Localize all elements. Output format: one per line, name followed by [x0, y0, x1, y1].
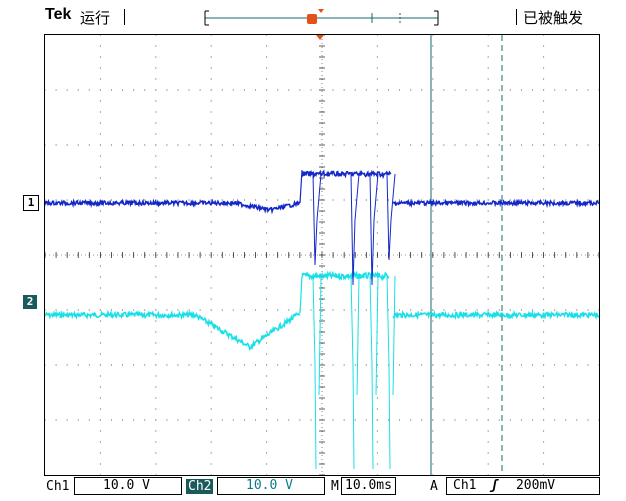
status-bar: Ch1 10.0 V Ch2 10.0 V M 10.0ms A Ch1 ʃ 2… — [0, 476, 626, 498]
ch2-spike-3 — [386, 275, 396, 470]
ch1-trace-high — [301, 169, 392, 180]
ch2-ground-marker[interactable]: 2 — [23, 295, 37, 309]
divider — [124, 9, 125, 25]
trigger-settings[interactable]: Ch1 ʃ 200mV — [446, 477, 600, 495]
ch1-scale[interactable]: 10.0 V — [74, 477, 182, 495]
trigger-arrow-icon — [316, 35, 324, 40]
trigger-source: Ch1 — [453, 478, 477, 493]
ch1-spike-1 — [350, 173, 360, 286]
record-overview[interactable] — [0, 0, 626, 34]
ch2-spike-2 — [369, 275, 379, 470]
ch2-spike-0 — [312, 275, 322, 470]
ch2-spike-1 — [350, 275, 360, 470]
ch2-scale[interactable]: 10.0 V — [217, 477, 325, 495]
top-bar: Tek 运行 已被触发 — [0, 0, 626, 34]
waveform-display — [44, 34, 600, 476]
time-prefix: M — [331, 479, 339, 494]
ch2-edge — [299, 275, 303, 314]
ch2-trace-post — [392, 309, 599, 321]
waveform-canvas — [45, 35, 599, 475]
trigger-point-arrow-icon — [318, 9, 324, 13]
run-state: 运行 — [80, 9, 111, 27]
trigger-slope-icon: ʃ — [490, 478, 499, 493]
ch2-trace-high — [301, 270, 390, 282]
ch1-ground-marker[interactable]: 1 — [23, 195, 39, 211]
trigger-position-icon — [307, 14, 317, 24]
ch1-edge — [299, 169, 303, 204]
trigger-prefix: A — [430, 479, 438, 494]
ch1-spike-0 — [312, 173, 322, 266]
ch2-waveform — [45, 270, 599, 470]
ch1-trace-pre — [45, 198, 301, 215]
time-scale[interactable]: 10.0ms — [341, 477, 396, 495]
trigger-level: 200mV — [515, 478, 556, 493]
brand-logo: Tek — [45, 6, 72, 23]
ch1-spike-3 — [386, 173, 396, 261]
ch1-trace-post — [392, 198, 599, 209]
ch1-label[interactable]: Ch1 — [46, 479, 70, 494]
ch1-waveform — [45, 169, 599, 286]
ch2-label[interactable]: Ch2 — [186, 479, 214, 494]
divider — [516, 9, 517, 25]
ch1-spike-2 — [369, 173, 379, 286]
trigger-status: 已被触发 — [523, 9, 584, 27]
ch2-trace-pre — [45, 309, 301, 351]
graticule — [45, 35, 599, 475]
